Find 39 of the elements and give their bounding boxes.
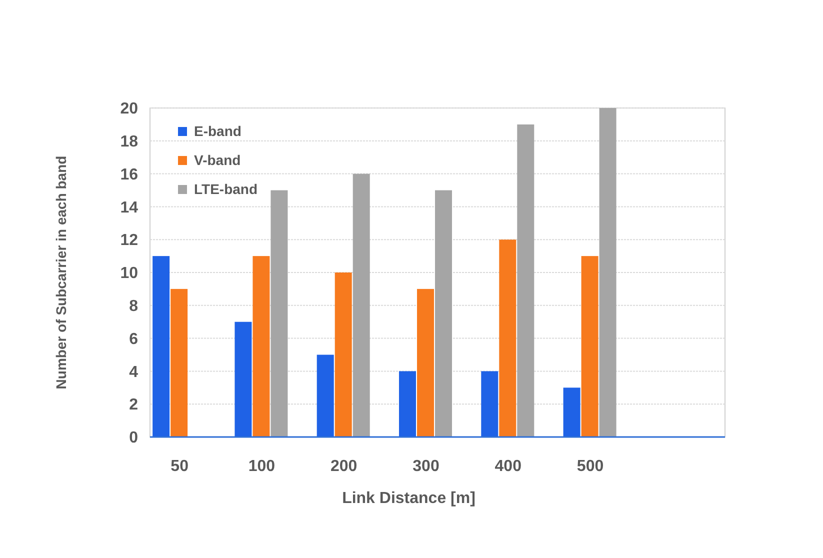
bar [517,124,534,437]
y-tick-label: 12 [120,232,138,250]
bar [352,174,370,437]
bar [152,256,170,437]
bar [481,371,498,437]
y-tick-label: 6 [129,330,138,348]
x-tick-label: 500 [576,458,604,475]
bar [316,354,334,437]
x-tick-label: 300 [412,458,440,475]
bar [399,371,416,437]
legend-label: E-band [194,123,242,139]
bar [435,190,452,437]
bar [599,108,616,437]
legend-label: V-band [194,152,241,168]
y-axis-title: Number of Subcarrier in each band [53,156,69,390]
y-tick-label: 14 [120,199,138,216]
y-tick-label: 4 [129,364,138,381]
x-tick-label: 100 [248,458,276,475]
y-tick-label: 20 [120,100,138,118]
bar [234,322,252,437]
legend-label: LTE-band [194,181,258,197]
y-tick-label: 10 [120,265,138,282]
bar [417,288,434,437]
y-tick-label: 2 [129,396,138,414]
x-tick-label: 50 [170,458,189,475]
bar [563,388,580,437]
y-tick-label: 18 [120,134,138,150]
bar [252,256,270,437]
bar [499,240,516,437]
y-tick-label: 8 [129,298,138,315]
y-tick-label: 16 [120,166,138,184]
bar [581,256,598,437]
bar [270,190,288,437]
x-tick-label: 400 [494,458,522,475]
bar [334,272,352,437]
x-tick-label: 200 [330,458,358,475]
y-tick-label: 0 [129,430,138,447]
bar [170,288,188,437]
x-axis-title: Link Distance [m] [342,490,476,507]
